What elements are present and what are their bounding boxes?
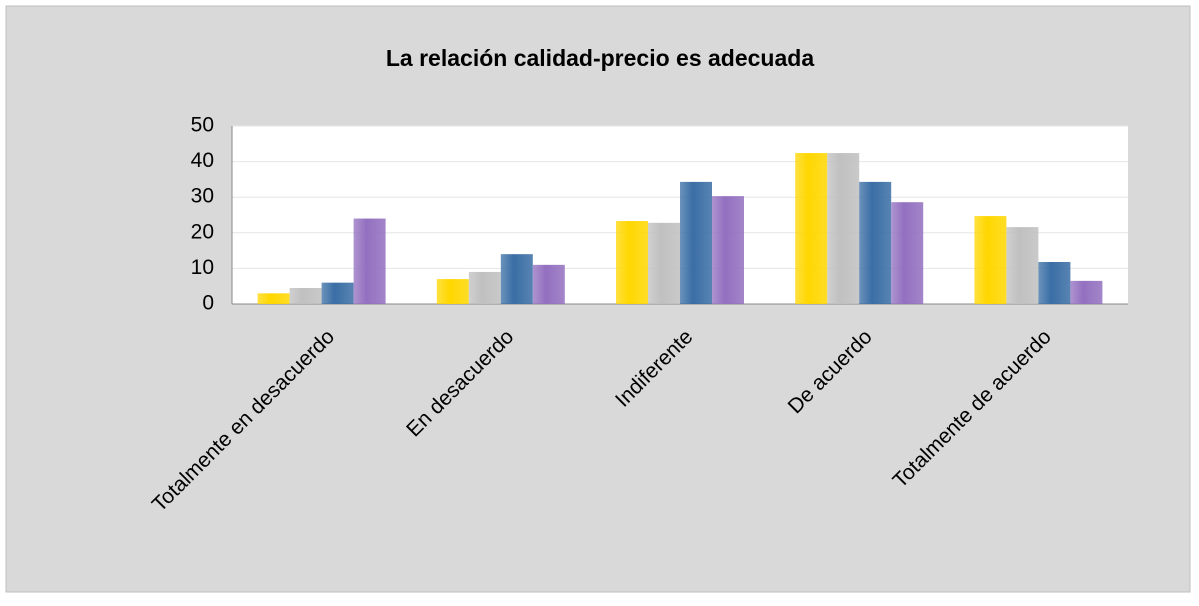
bar [468,271,501,304]
bar [321,282,354,304]
bar [859,181,892,304]
y-tick-label: 30 [191,185,214,208]
chart-title: La relación calidad-precio es adecuada [386,45,814,71]
y-tick-label: 0 [202,292,214,315]
bar [891,202,924,304]
bar [1070,280,1103,304]
y-tick-label: 20 [191,220,214,243]
bar [1038,261,1071,304]
bar [827,153,860,304]
bar [289,287,322,304]
bar [257,293,290,304]
bar [532,264,565,304]
y-tick-label: 10 [191,256,214,279]
bar [648,222,680,304]
bar [795,153,828,304]
bar [974,216,1007,304]
bar [712,196,744,304]
bar [500,254,533,304]
bar [1006,227,1039,304]
bar [436,279,469,304]
y-tick-label: 50 [191,114,214,137]
bar [353,218,386,304]
bar [616,221,648,304]
bar [680,181,712,304]
y-tick-label: 40 [191,149,214,172]
